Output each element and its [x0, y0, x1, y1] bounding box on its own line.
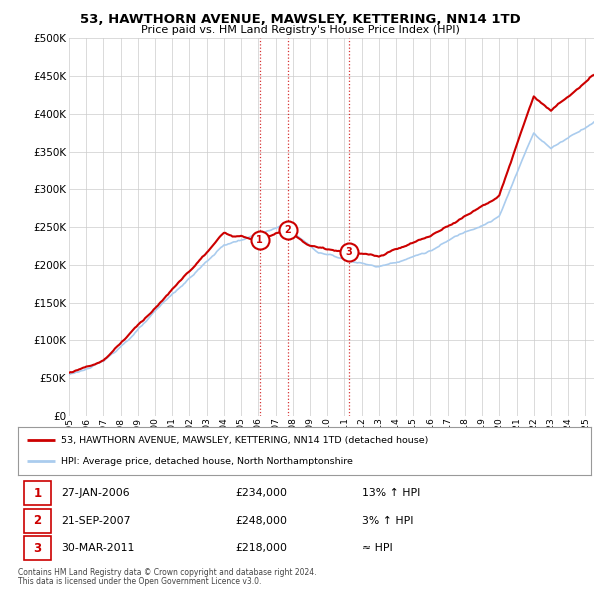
Text: 1: 1	[256, 235, 263, 245]
Text: 53, HAWTHORN AVENUE, MAWSLEY, KETTERING, NN14 1TD: 53, HAWTHORN AVENUE, MAWSLEY, KETTERING,…	[80, 13, 520, 26]
Text: ≈ HPI: ≈ HPI	[362, 543, 392, 553]
Text: £218,000: £218,000	[236, 543, 288, 553]
Text: 30-MAR-2011: 30-MAR-2011	[61, 543, 134, 553]
Text: 13% ↑ HPI: 13% ↑ HPI	[362, 489, 420, 499]
Text: 1: 1	[34, 487, 41, 500]
Text: 2: 2	[284, 225, 292, 235]
Text: This data is licensed under the Open Government Licence v3.0.: This data is licensed under the Open Gov…	[18, 577, 262, 586]
Bar	[24, 481, 51, 505]
Text: HPI: Average price, detached house, North Northamptonshire: HPI: Average price, detached house, Nort…	[61, 457, 353, 466]
Text: Contains HM Land Registry data © Crown copyright and database right 2024.: Contains HM Land Registry data © Crown c…	[18, 568, 317, 576]
Text: 53, HAWTHORN AVENUE, MAWSLEY, KETTERING, NN14 1TD (detached house): 53, HAWTHORN AVENUE, MAWSLEY, KETTERING,…	[61, 435, 428, 445]
Text: £248,000: £248,000	[236, 516, 288, 526]
Text: 3: 3	[346, 247, 352, 257]
Text: 3: 3	[34, 542, 41, 555]
Text: Price paid vs. HM Land Registry's House Price Index (HPI): Price paid vs. HM Land Registry's House …	[140, 25, 460, 35]
Bar	[24, 509, 51, 533]
Text: 27-JAN-2006: 27-JAN-2006	[61, 489, 130, 499]
Text: 3% ↑ HPI: 3% ↑ HPI	[362, 516, 413, 526]
Bar	[24, 536, 51, 560]
Text: 2: 2	[34, 514, 41, 527]
Text: 21-SEP-2007: 21-SEP-2007	[61, 516, 130, 526]
Text: £234,000: £234,000	[236, 489, 288, 499]
